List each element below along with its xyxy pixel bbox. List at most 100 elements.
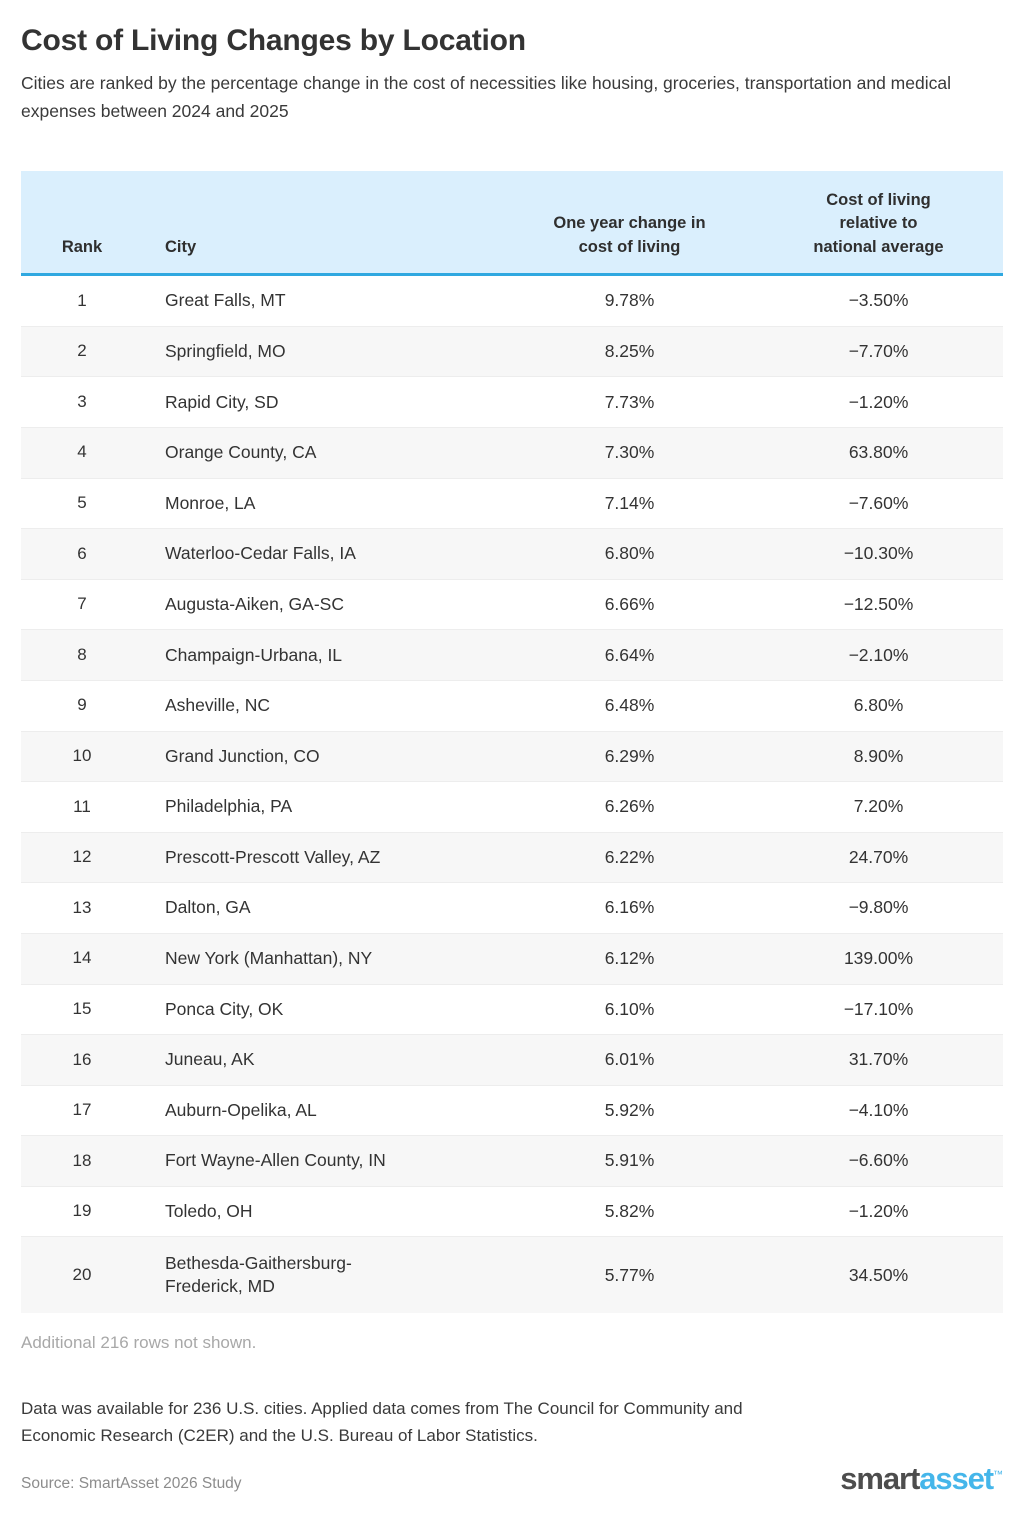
cell-relative-to-national-average: −2.10%: [754, 629, 1003, 681]
cell-rank: 12: [21, 832, 143, 884]
table-row[interactable]: 19 Toledo, OH 5.82% −1.20%: [21, 1186, 1003, 1238]
cell-city: Fort Wayne-Allen County, IN: [143, 1135, 505, 1187]
cell-relative-to-national-average: 7.20%: [754, 781, 1003, 833]
cell-rank: 4: [21, 427, 143, 479]
table-row[interactable]: 1 Great Falls, MT 9.78% −3.50%: [21, 274, 1003, 327]
table-row[interactable]: 11 Philadelphia, PA 6.26% 7.20%: [21, 781, 1003, 833]
column-header-city[interactable]: City: [143, 170, 505, 277]
cell-city: Bethesda-Gaithersburg- Frederick, MD: [143, 1236, 505, 1314]
cell-city: Waterloo-Cedar Falls, IA: [143, 528, 505, 580]
cell-one-year-change: 5.92%: [505, 1085, 754, 1137]
cell-rank: 2: [21, 326, 143, 378]
cell-one-year-change: 5.82%: [505, 1186, 754, 1238]
cell-one-year-change: 5.91%: [505, 1135, 754, 1187]
table-row[interactable]: 8 Champaign-Urbana, IL 6.64% −2.10%: [21, 629, 1003, 681]
column-header-relative-line2: relative to: [839, 214, 918, 233]
table-header-row: Rank City One year change in cost of liv…: [21, 170, 1003, 277]
cell-one-year-change: 6.16%: [505, 882, 754, 934]
cell-relative-to-national-average: 63.80%: [754, 427, 1003, 479]
table-row[interactable]: 6 Waterloo-Cedar Falls, IA 6.80% −10.30%: [21, 528, 1003, 580]
cell-relative-to-national-average: −12.50%: [754, 579, 1003, 631]
column-header-relative-line3: national average: [813, 237, 944, 256]
table-row[interactable]: 17 Auburn-Opelika, AL 5.92% −4.10%: [21, 1085, 1003, 1137]
cell-relative-to-national-average: 139.00%: [754, 933, 1003, 985]
cell-relative-to-national-average: 34.50%: [754, 1236, 1003, 1314]
cell-rank: 20: [21, 1236, 143, 1314]
cell-rank: 7: [21, 579, 143, 631]
cell-rank: 9: [21, 680, 143, 732]
column-header-change-line1: One year change in: [553, 214, 706, 233]
cell-relative-to-national-average: −1.20%: [754, 1186, 1003, 1238]
data-source-note: Data was available for 236 U.S. cities. …: [21, 1398, 743, 1446]
cell-relative-to-national-average: 6.80%: [754, 680, 1003, 732]
cost-of-living-table: Rank City One year change in cost of liv…: [21, 170, 1003, 1314]
cell-one-year-change: 6.66%: [505, 579, 754, 631]
table-row[interactable]: 20 Bethesda-Gaithersburg- Frederick, MD 5.7…: [21, 1236, 1003, 1314]
page-subtitle: Cities are ranked by the percentage chan…: [21, 73, 951, 122]
table-row[interactable]: 2 Springfield, MO 8.25% −7.70%: [21, 326, 1003, 378]
table-row[interactable]: 14 New York (Manhattan), NY 6.12% 139.00%: [21, 933, 1003, 985]
cell-relative-to-national-average: −17.10%: [754, 984, 1003, 1036]
cell-city: Springfield, MO: [143, 326, 505, 378]
rows-not-shown-note: Additional 216 rows not shown.: [21, 1333, 257, 1353]
table-row[interactable]: 7 Augusta-Aiken, GA-SC 6.66% −12.50%: [21, 579, 1003, 631]
cell-city: Great Falls, MT: [143, 274, 505, 327]
cell-city: Auburn-Opelika, AL: [143, 1085, 505, 1137]
cell-rank: 8: [21, 629, 143, 681]
cell-city: Dalton, GA: [143, 882, 505, 934]
cell-city: Ponca City, OK: [143, 984, 505, 1036]
table-row[interactable]: 9 Asheville, NC 6.48% 6.80%: [21, 680, 1003, 732]
cell-rank: 17: [21, 1085, 143, 1137]
column-header-one-year-change[interactable]: One year change in cost of living: [505, 170, 754, 277]
cell-rank: 5: [21, 478, 143, 530]
cell-one-year-change: 6.01%: [505, 1034, 754, 1086]
cell-relative-to-national-average: −6.60%: [754, 1135, 1003, 1187]
cell-rank: 14: [21, 933, 143, 985]
cell-relative-to-national-average: −3.50%: [754, 274, 1003, 327]
table-row[interactable]: 4 Orange County, CA 7.30% 63.80%: [21, 427, 1003, 479]
cell-one-year-change: 6.22%: [505, 832, 754, 884]
table-row[interactable]: 18 Fort Wayne-Allen County, IN 5.91% −6.60%: [21, 1135, 1003, 1187]
cell-one-year-change: 5.77%: [505, 1236, 754, 1314]
cell-one-year-change: 6.29%: [505, 731, 754, 783]
cell-city: Orange County, CA: [143, 427, 505, 479]
cell-city: Rapid City, SD: [143, 376, 505, 428]
cell-city: New York (Manhattan), NY: [143, 933, 505, 985]
cell-rank: 13: [21, 882, 143, 934]
table-row[interactable]: 10 Grand Junction, CO 6.29% 8.90%: [21, 731, 1003, 783]
cell-one-year-change: 7.73%: [505, 376, 754, 428]
cell-city: Juneau, AK: [143, 1034, 505, 1086]
cell-relative-to-national-average: −9.80%: [754, 882, 1003, 934]
page-title: Cost of Living Changes by Location: [21, 24, 526, 57]
table-header: Rank City One year change in cost of liv…: [21, 170, 1003, 277]
cell-rank: 19: [21, 1186, 143, 1238]
table-row[interactable]: 13 Dalton, GA 6.16% −9.80%: [21, 882, 1003, 934]
table-row[interactable]: 12 Prescott-Prescott Valley, AZ 6.22% 24.70…: [21, 832, 1003, 884]
cell-city: Champaign-Urbana, IL: [143, 629, 505, 681]
table-row[interactable]: 3 Rapid City, SD 7.73% −1.20%: [21, 376, 1003, 428]
smartasset-logo[interactable]: smartasset™: [840, 1463, 1003, 1494]
cell-one-year-change: 8.25%: [505, 326, 754, 378]
column-header-rank[interactable]: Rank: [21, 170, 143, 277]
table-row[interactable]: 15 Ponca City, OK 6.10% −17.10%: [21, 984, 1003, 1036]
cell-rank: 10: [21, 731, 143, 783]
logo-trademark-icon: ™: [993, 1469, 1003, 1481]
column-header-city-label: City: [165, 237, 197, 256]
cell-relative-to-national-average: −1.20%: [754, 376, 1003, 428]
cell-one-year-change: 7.14%: [505, 478, 754, 530]
cell-city: Monroe, LA: [143, 478, 505, 530]
table-row[interactable]: 16 Juneau, AK 6.01% 31.70%: [21, 1034, 1003, 1086]
cell-one-year-change: 6.64%: [505, 629, 754, 681]
cell-one-year-change: 7.30%: [505, 427, 754, 479]
column-header-relative-to-national-average[interactable]: Cost of living relative to national aver…: [754, 170, 1003, 277]
cost-of-living-table-container: Rank City One year change in cost of liv…: [21, 170, 1003, 1314]
cell-city: Grand Junction, CO: [143, 731, 505, 783]
cell-relative-to-national-average: 24.70%: [754, 832, 1003, 884]
column-header-rank-label: Rank: [61, 237, 103, 256]
cell-city-line1: Bethesda-Gaithersburg-: [165, 1253, 352, 1274]
cell-one-year-change: 6.80%: [505, 528, 754, 580]
table-row[interactable]: 5 Monroe, LA 7.14% −7.60%: [21, 478, 1003, 530]
cell-rank: 11: [21, 781, 143, 833]
cell-city: Philadelphia, PA: [143, 781, 505, 833]
cell-rank: 16: [21, 1034, 143, 1086]
